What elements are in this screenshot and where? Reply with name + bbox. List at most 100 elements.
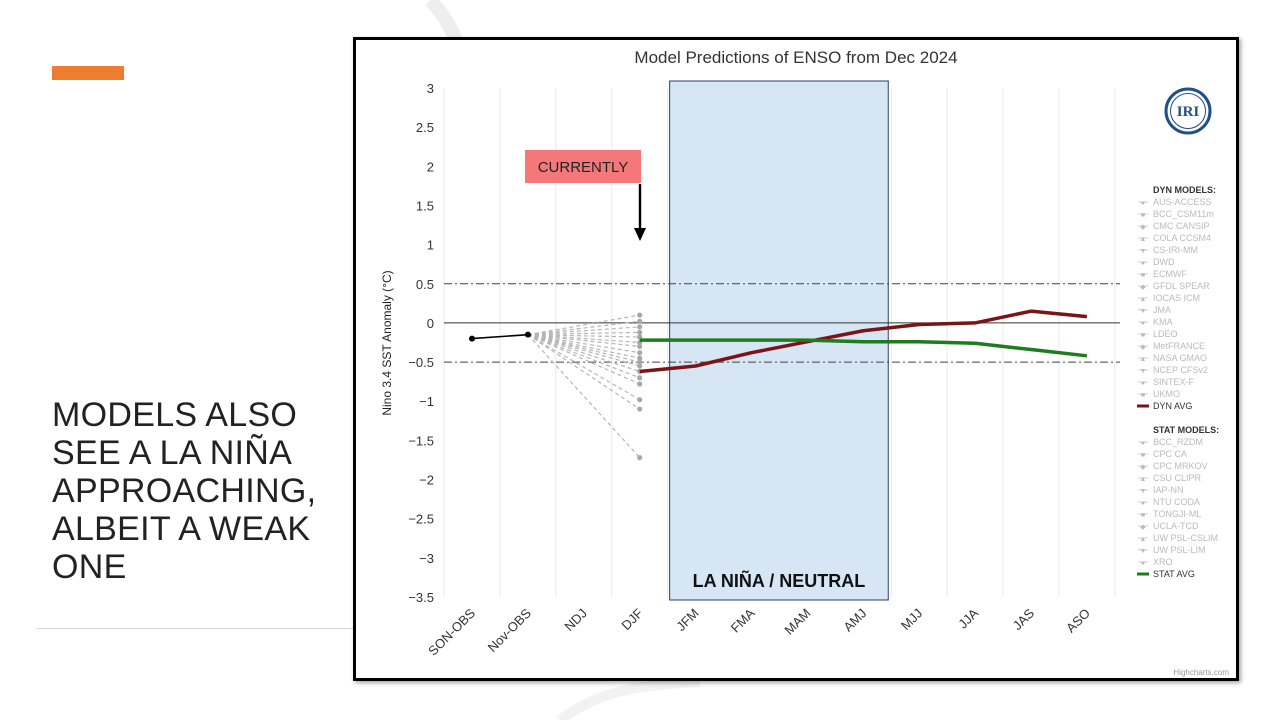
x-tick-label: DJF: [618, 605, 645, 632]
model-spread-line: [527, 314, 640, 336]
legend-item: CS-IRI-MM: [1153, 245, 1198, 255]
model-spread-point: [637, 350, 643, 356]
x-tick-label: JJA: [955, 605, 981, 631]
model-spread-point: [637, 312, 643, 318]
legend-item: CMC CANSIP: [1153, 221, 1210, 231]
legend-item: IAP-NN: [1153, 485, 1184, 495]
legend-item: CPC CA: [1153, 449, 1187, 459]
model-spread-point: [637, 363, 643, 369]
model-spread-line: [527, 320, 640, 336]
observed-line: [471, 333, 528, 340]
title-line: MODELS ALSO: [52, 396, 298, 434]
x-tick-label: JFM: [673, 606, 701, 634]
model-spread-point: [637, 381, 643, 387]
legend-marker-icon: ■: [1141, 332, 1145, 339]
legend-marker-icon: ▲: [1140, 536, 1147, 543]
slide-title: MODELS ALSO SEE A LA NIÑA APPROACHING, A…: [52, 396, 352, 586]
legend-marker-icon: ●: [1141, 560, 1145, 567]
x-tick-label: Nov-OBS: [485, 605, 535, 655]
legend-marker-icon: ■: [1141, 392, 1145, 399]
legend-marker-icon: ▼: [1140, 488, 1147, 495]
y-tick-label: 1: [427, 238, 434, 253]
legend-marker-icon: ■: [1141, 452, 1145, 459]
legend-item: LDEO: [1153, 329, 1178, 339]
y-tick-label: −1: [419, 394, 434, 409]
legend-marker-icon: ▲: [1140, 356, 1147, 363]
title-line: ALBEIT A WEAK: [52, 510, 311, 548]
legend-marker-icon: ◆: [1140, 284, 1146, 291]
y-tick-label: 2.5: [416, 120, 434, 135]
legend-item: GFDL SPEAR: [1153, 281, 1210, 291]
legend-item: UCLA-TCD: [1153, 521, 1199, 531]
model-spread-line: [527, 334, 640, 373]
legend-marker-icon: ■: [1141, 512, 1145, 519]
model-spread-line: [527, 334, 640, 385]
y-tick-label: 0.5: [416, 277, 434, 292]
currently-label: CURRENTLY: [538, 159, 629, 176]
model-spread-line: [527, 334, 640, 379]
legend-item: COLA CCSM4: [1153, 233, 1211, 243]
legend-marker-icon: ●: [1141, 380, 1145, 387]
model-spread-line: [527, 334, 640, 354]
legend-item: CPC MRKOV: [1153, 461, 1208, 471]
model-spread-point: [637, 375, 643, 381]
legend-item: JMA: [1153, 305, 1171, 315]
title-line: SEE A LA NIÑA: [52, 434, 293, 472]
legend-item: UKMO: [1153, 389, 1180, 399]
legend-item: XRO: [1153, 557, 1173, 567]
model-spread-line: [527, 331, 640, 336]
legend-item: CSU CLIPR: [1153, 473, 1202, 483]
x-tick-label: FMA: [728, 605, 758, 635]
legend-item: TONGJI-ML: [1153, 509, 1201, 519]
model-spread-line: [527, 334, 640, 359]
legend-marker-icon: ▲: [1140, 236, 1147, 243]
model-spread-line: [527, 334, 640, 348]
legend-marker-icon: ◆: [1140, 524, 1146, 531]
currently-box: [525, 150, 641, 183]
model-spread-point: [637, 359, 643, 365]
currently-arrow-head: [634, 228, 646, 241]
model-spread-line: [527, 334, 640, 367]
legend-marker-icon: ●: [1141, 320, 1145, 327]
legend-marker-icon: ▼: [1140, 248, 1147, 255]
legend-item: AUS-ACCESS: [1153, 197, 1212, 207]
iri-logo-inner-ring: [1170, 93, 1206, 129]
dyn-avg-line: [639, 309, 1088, 374]
model-spread-point: [637, 318, 643, 324]
legend-item: KMA: [1153, 317, 1173, 327]
x-tick-label: JAS: [1010, 605, 1038, 633]
x-tick-label: MAM: [781, 606, 813, 638]
legend-marker-icon: ▼: [1140, 368, 1147, 375]
model-spread-point: [637, 397, 643, 403]
model-spread-point: [637, 324, 643, 330]
legend-marker-icon: ▼: [1140, 548, 1147, 555]
legend-item: UW PSL-LIM: [1153, 545, 1206, 555]
y-tick-label: −2.5: [408, 512, 434, 527]
y-tick-label: 0: [427, 316, 434, 331]
legend-marker-icon: ■: [1141, 272, 1145, 279]
legend-item: ECMWF: [1153, 269, 1187, 279]
legend-item: NTU CODA: [1153, 497, 1200, 507]
legend-marker-icon: ◆: [1140, 344, 1146, 351]
iri-logo-ring: [1164, 87, 1212, 135]
x-tick-label: AMJ: [840, 606, 869, 635]
legend-stat-header: STAT MODELS:: [1153, 425, 1219, 435]
model-spread-point: [637, 406, 643, 412]
title-line: APPROACHING,: [52, 472, 317, 510]
accent-bar: [52, 66, 124, 80]
legend-item: SINTEX-F: [1153, 377, 1195, 387]
model-spread-line: [527, 334, 641, 401]
iri-logo-text: IRI: [1177, 104, 1200, 120]
legend-item: IOCAS ICM: [1153, 293, 1200, 303]
title-divider: [36, 628, 354, 629]
chart-title: Model Predictions of ENSO from Dec 2024: [634, 48, 957, 67]
observed-point: [469, 335, 475, 342]
legend-marker-icon: ▼: [1140, 308, 1147, 315]
legend-item: NCEP CFSv2: [1153, 365, 1208, 375]
y-tick-label: −0.5: [408, 355, 434, 370]
y-axis-label: Nino 3.4 SST Anomaly (°C): [380, 270, 394, 415]
legend-dyn-avg: DYN AVG: [1153, 401, 1192, 411]
legend-marker-icon: ◆: [1140, 224, 1146, 231]
model-spread-line: [527, 334, 640, 338]
